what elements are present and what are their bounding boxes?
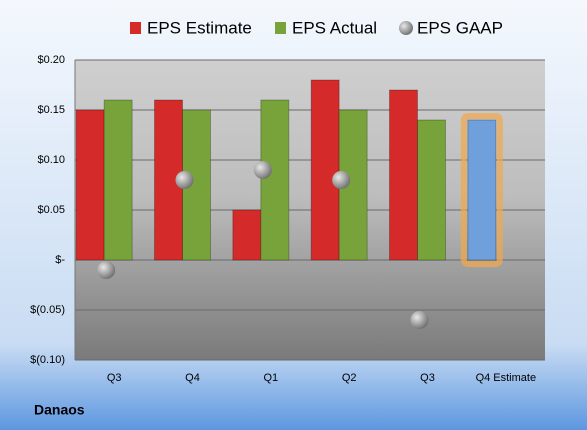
y-tick-label: $0.15: [37, 104, 65, 116]
highlight-glow: [460, 113, 503, 267]
bar: [467, 119, 497, 261]
bar: [310, 79, 340, 261]
gaap-marker: [410, 311, 429, 329]
bar: [103, 99, 133, 261]
gaap-marker: [175, 171, 194, 189]
x-tick-label: Q2: [342, 372, 357, 384]
y-tick-label: $(0.05): [30, 304, 65, 316]
legend-text: EPS GAAP: [417, 18, 503, 37]
bar: [260, 99, 290, 261]
gaap-marker: [253, 161, 272, 179]
legend-swatch: [275, 22, 286, 34]
legend-text: EPS Actual: [292, 18, 377, 37]
y-tick-label: $(0.10): [30, 354, 65, 366]
gaap-marker: [332, 171, 351, 189]
bar: [417, 119, 446, 261]
y-tick-label: $0.05: [37, 204, 65, 216]
gaap-marker: [97, 261, 116, 279]
x-tick-label: Q1: [263, 372, 278, 384]
bar: [75, 109, 105, 261]
legend-swatch: [130, 22, 141, 34]
x-tick-label: Q3: [107, 372, 122, 384]
y-tick-label: $-: [55, 254, 65, 266]
footer: Danaos: [34, 402, 85, 418]
x-tick-label: Q4 Estimate: [476, 372, 537, 384]
bar: [232, 209, 262, 261]
y-tick-label: $0.20: [37, 54, 65, 66]
x-tick-label: Q4: [185, 372, 200, 384]
legend-text: EPS Estimate: [147, 18, 252, 37]
y-tick-label: $0.10: [37, 154, 65, 166]
x-tick-label: Q3: [420, 372, 435, 384]
legend-marker: [399, 21, 413, 35]
bar: [389, 89, 418, 261]
